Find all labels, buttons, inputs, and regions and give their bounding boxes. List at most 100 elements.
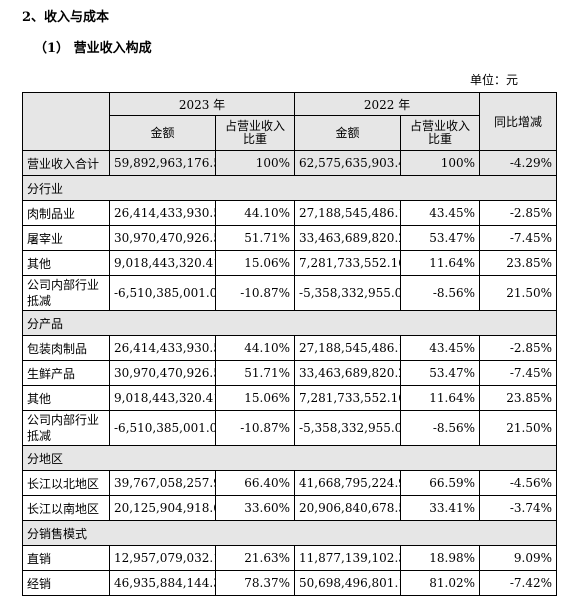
cell-value: 33.41%	[400, 495, 481, 521]
cell-value: 26,414,433,930.57	[109, 200, 216, 226]
cell-value: 81.02%	[400, 570, 481, 596]
cell-value: -4.29%	[479, 150, 558, 176]
cell-value: 9.09%	[479, 545, 558, 571]
cell-value: 15.06%	[214, 250, 296, 276]
cell-value: 66.59%	[400, 470, 481, 496]
table-row: 其他 9,018,443,320.41 15.06% 7,281,733,552.16…	[22, 250, 558, 276]
cell-value: 11.64%	[400, 385, 481, 411]
cell-value: 46,935,884,144.34	[109, 570, 216, 596]
row-label: 经销	[22, 570, 110, 596]
cell-value: -8.56%	[400, 410, 481, 446]
row-label: 长江以南地区	[22, 495, 110, 521]
cell-value: 9,018,443,320.41	[109, 385, 216, 411]
header-year-2022: 2022 年	[294, 92, 481, 116]
cell-value: 33.60%	[214, 495, 296, 521]
cell-value: 33,463,689,820.21	[294, 225, 402, 251]
cell-value: 11,877,139,102.37	[294, 545, 402, 571]
cell-value: 62,575,635,903.48	[294, 150, 402, 176]
cell-value: 21.50%	[479, 410, 558, 446]
cell-value: 43.45%	[400, 200, 481, 226]
header-amount-2022: 金额	[294, 115, 402, 151]
cell-value: 59,892,963,176.51	[109, 150, 216, 176]
row-label: 长江以北地区	[22, 470, 110, 496]
cell-value: -7.45%	[479, 225, 558, 251]
cell-value: -5,358,332,955.02	[294, 275, 402, 311]
cell-value: -6,510,385,001.06	[109, 410, 216, 446]
table-row: 公司内部行业抵减 -6,510,385,001.06 -10.87% -5,358,3…	[22, 410, 558, 446]
header-blank-cell	[22, 92, 110, 151]
cell-value: 23.85%	[479, 385, 558, 411]
cell-value: -2.85%	[479, 200, 558, 226]
table-row: 长江以南地区20,125,904,918.6133.60%20,906,840,…	[22, 495, 558, 521]
table-row: 直销12,957,079,032.1721.63%11,877,139,102.…	[22, 545, 558, 571]
row-label: 直销	[22, 545, 110, 571]
cell-value: 9,018,443,320.41	[109, 250, 216, 276]
group-header-row: 分销售模式	[21, 520, 558, 546]
group-header-row: 分行业	[21, 175, 558, 201]
cell-value: 50,698,496,801.11	[294, 570, 402, 596]
cell-value: 51.71%	[214, 360, 296, 386]
header-share-2023: 占营业收入比重	[214, 115, 296, 151]
cell-value: 41,668,795,224.91	[294, 470, 402, 496]
row-label: 屠宰业	[22, 225, 110, 251]
cell-value: -6,510,385,001.06	[109, 275, 216, 311]
cell-value: -10.87%	[214, 410, 296, 446]
header-share-2022: 占营业收入比重	[400, 115, 481, 151]
unit-label: 单位：元	[470, 73, 519, 87]
cell-value: 27,188,545,486.13	[294, 335, 402, 361]
cell-value: 66.40%	[214, 470, 296, 496]
row-label: 其他	[22, 385, 110, 411]
table-row: 公司内部行业抵减 -6,510,385,001.06 -10.87% -5,358,3…	[22, 275, 558, 311]
cell-value: 100%	[400, 150, 481, 176]
cell-value: -8.56%	[400, 275, 481, 311]
cell-value: 51.71%	[214, 225, 296, 251]
cell-value: 100%	[214, 150, 296, 176]
section-title: 2、收入与成本	[22, 10, 110, 25]
table-row: 其他 9,018,443,320.41 15.06% 7,281,733,552.16…	[22, 385, 558, 411]
cell-value: -7.42%	[479, 570, 558, 596]
row-label: 其他	[22, 250, 110, 276]
table-row: 肉制品业26,414,433,930.5744.10%27,188,545,48…	[22, 200, 558, 226]
header-amount-2023: 金额	[109, 115, 216, 151]
cell-value: 44.10%	[214, 335, 296, 361]
row-label: 生鲜产品	[22, 360, 110, 386]
cell-value: 39,767,058,257.90	[109, 470, 216, 496]
cell-value: 44.10%	[214, 200, 296, 226]
group-header-row: 分产品	[21, 310, 558, 336]
table-row: 经销46,935,884,144.3478.37%50,698,496,801.…	[22, 570, 558, 596]
header-yoy: 同比增减	[479, 92, 558, 151]
cell-value: 53.47%	[400, 225, 481, 251]
cell-value: -4.56%	[479, 470, 558, 496]
group-header-row: 分地区	[21, 445, 558, 471]
cell-value: 20,125,904,918.61	[109, 495, 216, 521]
cell-value: 15.06%	[214, 385, 296, 411]
row-label: 公司内部行业抵减	[22, 275, 110, 311]
cell-value: 11.64%	[400, 250, 481, 276]
header-row-years: 2023 年 2022 年 同比增减	[22, 92, 558, 151]
cell-value: 21.63%	[214, 545, 296, 571]
cell-value: 21.50%	[479, 275, 558, 311]
group-title: 分销售模式	[21, 520, 558, 546]
table-row: 包装肉制品26,414,433,930.5744.10%27,188,545,4…	[22, 335, 558, 361]
cell-value: 7,281,733,552.16	[294, 385, 402, 411]
cell-value: 33,463,689,820.21	[294, 360, 402, 386]
cell-value: 43.45%	[400, 335, 481, 361]
row-label: 包装肉制品	[22, 335, 110, 361]
row-label: 肉制品业	[22, 200, 110, 226]
cell-value: 30,970,470,926.59	[109, 225, 216, 251]
cell-value: -5,358,332,955.02	[294, 410, 402, 446]
table-row: 屠宰业30,970,470,926.5951.71%33,463,689,820…	[22, 225, 558, 251]
cell-value: 7,281,733,552.16	[294, 250, 402, 276]
cell-value: 12,957,079,032.17	[109, 545, 216, 571]
group-title: 分行业	[21, 175, 558, 201]
row-label: 公司内部行业抵减	[22, 410, 110, 446]
cell-value: 78.37%	[214, 570, 296, 596]
table-row: 生鲜产品30,970,470,926.5951.71%33,463,689,82…	[22, 360, 558, 386]
header-year-2023: 2023 年	[108, 92, 296, 116]
table-row: 长江以北地区39,767,058,257.9066.40%41,668,795,…	[22, 470, 558, 496]
group-title: 分产品	[21, 310, 558, 336]
row-label: 营业收入合计	[22, 150, 110, 176]
cell-value: -10.87%	[214, 275, 296, 311]
cell-value: 26,414,433,930.57	[109, 335, 216, 361]
subsection-title: （1） 营业收入构成	[34, 41, 152, 56]
